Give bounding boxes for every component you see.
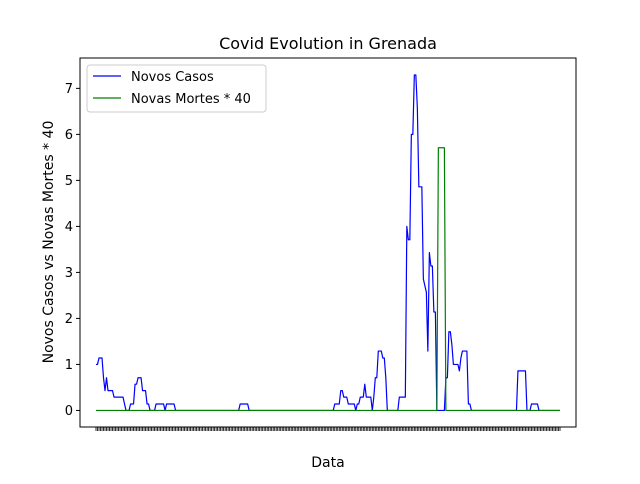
legend-label-novas-mortes: Novas Mortes * 40 xyxy=(131,92,251,107)
series-line-novos-casos xyxy=(96,74,560,412)
y-tick-label: 0 xyxy=(65,404,73,419)
x-axis-ticks xyxy=(95,427,561,431)
series-layer xyxy=(96,74,560,412)
legend-label-novos-casos: Novos Casos xyxy=(131,70,214,85)
series-line-novas-mortes xyxy=(96,147,560,412)
y-tick-label: 4 xyxy=(65,220,73,235)
y-tick-label: 6 xyxy=(65,128,73,143)
plot-border xyxy=(79,57,577,428)
legend-box xyxy=(86,64,267,113)
y-tick-label: 3 xyxy=(65,266,73,281)
y-axis-label: Novos Casos vs Novas Mortes * 40 xyxy=(41,121,57,364)
y-axis-ticks: 0 1 2 3 4 5 6 7 xyxy=(65,82,80,419)
y-tick-label: 5 xyxy=(65,174,73,189)
y-tick-label: 7 xyxy=(65,82,73,97)
legend: Novos Casos Novas Mortes * 40 xyxy=(86,64,267,113)
x-axis-label: Data xyxy=(311,455,344,471)
y-tick-label: 1 xyxy=(65,358,73,373)
plot-area xyxy=(80,58,576,427)
chart-title: Covid Evolution in Grenada xyxy=(219,34,437,53)
y-tick-label: 2 xyxy=(65,312,73,327)
